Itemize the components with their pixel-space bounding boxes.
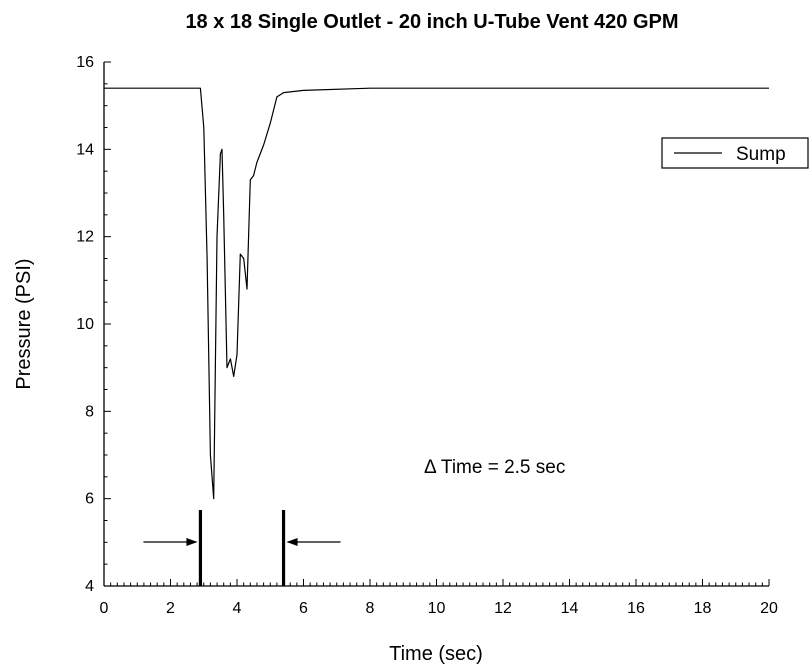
y-tick-label: 12 [76,229,94,246]
delta-time-annotation: Δ Time = 2.5 sec [424,457,565,478]
x-tick-label: 2 [166,600,175,617]
y-tick-label: 8 [85,403,94,420]
x-tick-label: 20 [760,600,778,617]
y-tick-label: 10 [76,316,94,333]
plot-area: 0 2 4 6 8 10 12 14 16 18 20 4 6 8 10 12 14 16 [76,54,778,617]
x-tick-label: 12 [494,600,512,617]
x-tick-label: 0 [100,600,109,617]
x-tick-label: 18 [694,600,712,617]
time-arrow-head-1 [186,538,198,546]
legend: Sump [661,137,809,169]
y-tick-label: 14 [76,141,94,158]
legend-label-sump: Sump [736,144,786,165]
y-tick-label: 16 [76,54,94,71]
series-line-sump [104,87,769,500]
y-tick-label: 6 [85,491,94,508]
x-axis-label: Time (sec) [389,643,483,665]
x-tick-label: 8 [366,600,375,617]
x-tick-label: 6 [299,600,308,617]
y-axis-label: Pressure (PSI) [13,258,35,389]
x-tick-label: 16 [627,600,645,617]
x-tick-label: 10 [428,600,446,617]
time-arrow-head-2 [286,538,298,546]
chart-title: 18 x 18 Single Outlet - 20 inch U-Tube V… [185,11,678,33]
y-tick-label: 4 [85,578,94,595]
x-tick-label: 14 [561,600,579,617]
x-tick-label: 4 [233,600,242,617]
